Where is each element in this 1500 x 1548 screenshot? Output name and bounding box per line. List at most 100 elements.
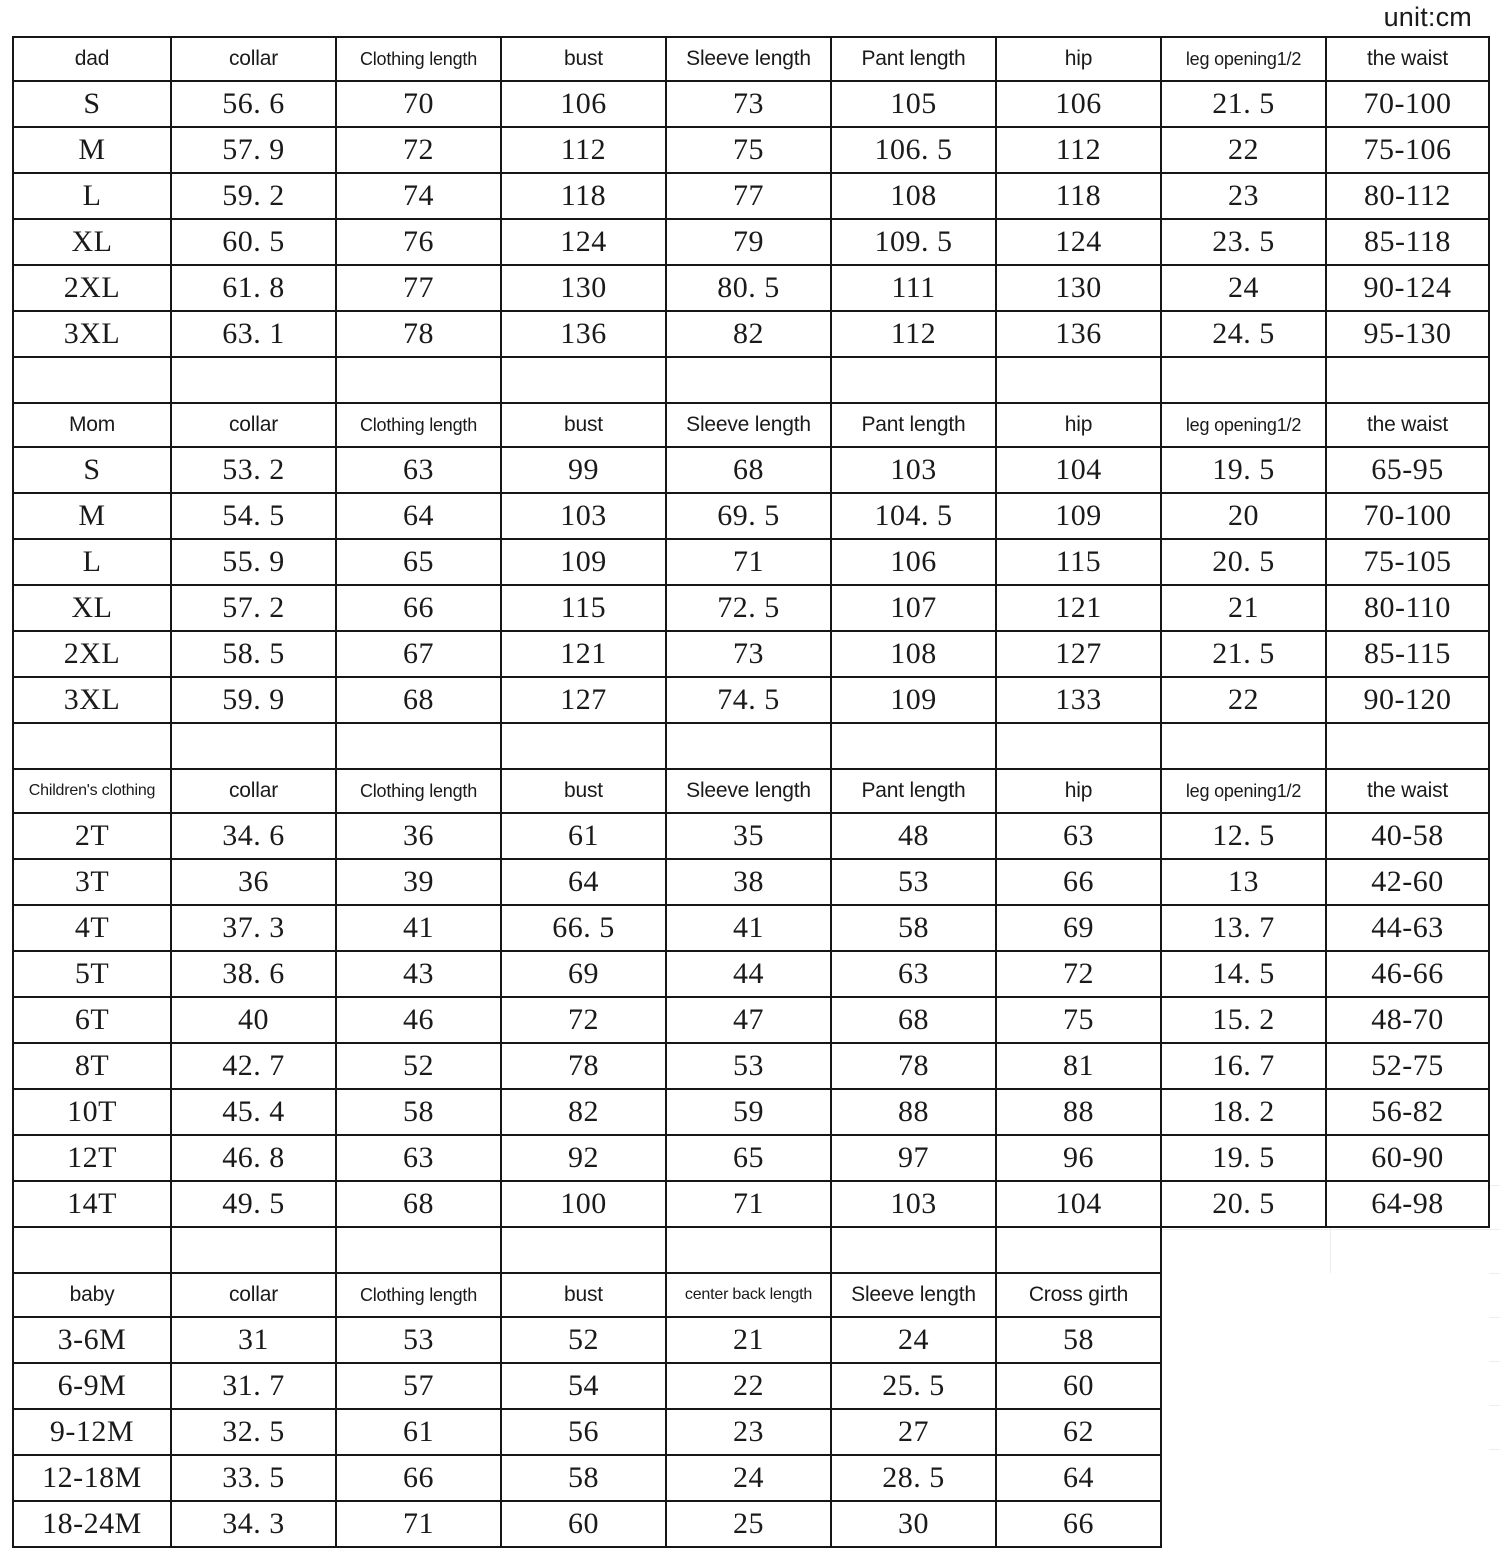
measurement-cell: 58 [995,1316,1162,1364]
measurement-cell: 127 [995,630,1162,678]
spacer-cell [995,356,1162,404]
measurement-cell: 54 [500,1362,667,1410]
measurement-cell: 72 [995,950,1162,998]
measurement-cell: 69. 5 [665,492,832,540]
size-label-cell: 3T [12,858,172,906]
measurement-cell: 46-66 [1325,950,1490,998]
measurement-cell: 19. 5 [1160,446,1327,494]
column-header-hip: hip [995,768,1162,814]
table-row: 6-9M 31. 7 57 54 22 25. 5 60 [12,1362,1489,1410]
measurement-cell: 60-90 [1325,1134,1490,1182]
spacer-cell [12,356,172,404]
measurement-cell: 15. 2 [1160,996,1327,1044]
measurement-cell: 77 [335,264,502,312]
table-row: S 56. 6 70 106 73 105 106 21. 5 70-100 [12,80,1490,128]
measurement-cell: 64 [995,1454,1162,1502]
measurement-cell: 68 [335,676,502,724]
table-row: 6T 40 46 72 47 68 75 15. 2 48-70 [12,996,1490,1044]
empty-cell [1161,1273,1326,1317]
measurement-cell: 53 [335,1316,502,1364]
measurement-cell: 68 [335,1180,502,1228]
measurement-cell: 112 [995,126,1162,174]
measurement-cell: 20 [1160,492,1327,540]
empty-cell [1326,1273,1489,1317]
size-label-cell: 3XL [12,310,172,358]
size-label-cell: 9-12M [12,1408,172,1456]
measurement-cell: 127 [500,676,667,724]
spacer-cell [1325,356,1490,404]
column-header-clothing-length: Clothing length [335,1272,502,1318]
measurement-cell: 107 [830,584,997,632]
table-row: 5T 38. 6 43 69 44 63 72 14. 5 46-66 [12,950,1490,998]
size-label-cell: 3XL [12,676,172,724]
measurement-cell: 34. 3 [170,1500,337,1548]
measurement-cell: 111 [830,264,997,312]
measurement-cell: 20. 5 [1160,1180,1327,1228]
measurement-cell: 63 [830,950,997,998]
measurement-cell: 75 [995,996,1162,1044]
spacer-cell [500,722,667,770]
measurement-cell: 64-98 [1325,1180,1490,1228]
measurement-cell: 67 [335,630,502,678]
measurement-cell: 52 [500,1316,667,1364]
measurement-cell: 124 [500,218,667,266]
group-label-mom: Mom [12,402,172,448]
measurement-cell: 39 [335,858,502,906]
measurement-cell: 30 [830,1500,997,1548]
measurement-cell: 37. 3 [170,904,337,952]
measurement-cell: 32. 5 [170,1408,337,1456]
measurement-cell: 136 [500,310,667,358]
measurement-cell: 112 [500,126,667,174]
measurement-cell: 61. 8 [170,264,337,312]
size-label-cell: 12T [12,1134,172,1182]
column-header-bust: bust [500,1272,667,1318]
size-chart-body: dad collar Clothing length bust Sleeve lengt… [12,36,1490,1548]
size-label-cell: 18-24M [12,1500,172,1548]
measurement-cell: 24 [830,1316,997,1364]
measurement-cell: 109. 5 [830,218,997,266]
column-header-clothing-length: Clothing length [335,36,502,82]
measurement-cell: 106 [830,538,997,586]
spacer-cell [170,1226,337,1274]
empty-cell [1161,1409,1326,1455]
measurement-cell: 121 [500,630,667,678]
measurement-cell: 63 [335,1134,502,1182]
column-header-pant-length: Pant length [830,402,997,448]
measurement-cell: 66 [335,584,502,632]
empty-cell [1161,1363,1326,1409]
size-label-cell: 5T [12,950,172,998]
measurement-cell: 85-115 [1325,630,1490,678]
size-label-cell: XL [12,584,172,632]
spacer-cell [170,356,337,404]
measurement-cell: 106 [995,80,1162,128]
measurement-cell: 68 [830,996,997,1044]
measurement-cell: 22 [1160,676,1327,724]
column-header-center-back-length: center back length [665,1272,832,1318]
spacer-cell [665,1226,832,1274]
measurement-cell: 63. 1 [170,310,337,358]
measurement-cell: 82 [500,1088,667,1136]
measurement-cell: 70-100 [1325,80,1490,128]
spacer-cell [170,722,337,770]
column-header-bust: bust [500,402,667,448]
measurement-cell: 33. 5 [170,1454,337,1502]
size-label-cell: S [12,80,172,128]
measurement-cell: 34. 6 [170,812,337,860]
measurement-cell: 130 [995,264,1162,312]
measurement-cell: 136 [995,310,1162,358]
measurement-cell: 23. 5 [1160,218,1327,266]
table-row: 3T 36 39 64 38 53 66 13 42-60 [12,858,1490,906]
measurement-cell: 41 [665,904,832,952]
table-row: 2XL 58. 5 67 121 73 108 127 21. 5 85-115 [12,630,1490,678]
size-chart-sheet: dad collar Clothing length bust Sleeve lengt… [12,36,1490,1548]
column-header-bust: bust [500,768,667,814]
measurement-cell: 108 [830,630,997,678]
table-row: L 55. 9 65 109 71 106 115 20. 5 75-105 [12,538,1490,586]
measurement-cell: 53. 2 [170,446,337,494]
column-header-pant-length: Pant length [830,36,997,82]
measurement-cell: 54. 5 [170,492,337,540]
size-label-cell: 2T [12,812,172,860]
spacer-cell [1160,356,1327,404]
measurement-cell: 78 [830,1042,997,1090]
measurement-cell: 47 [665,996,832,1044]
